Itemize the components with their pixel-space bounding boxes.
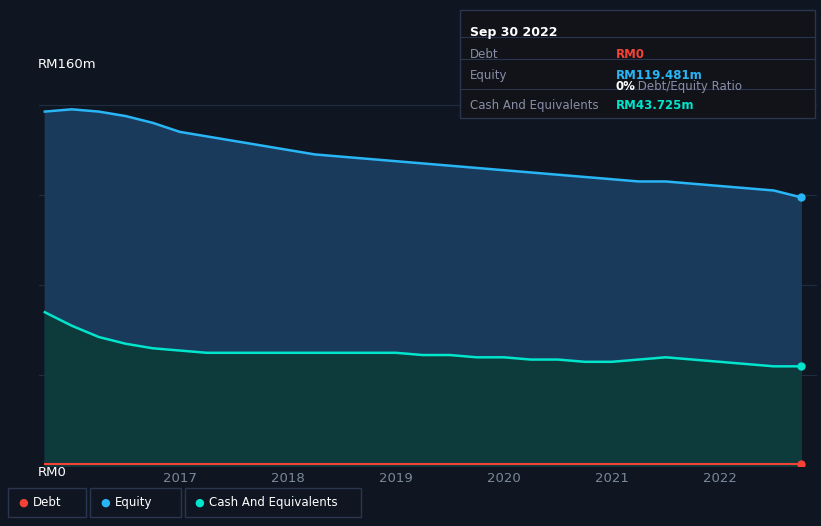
Text: Cash And Equivalents: Cash And Equivalents [209, 496, 338, 509]
Text: RM160m: RM160m [38, 58, 97, 71]
Text: Debt: Debt [33, 496, 62, 509]
Text: 0%: 0% [616, 80, 636, 93]
Text: Equity: Equity [470, 69, 507, 83]
Text: ●: ● [18, 497, 28, 508]
Text: ●: ● [195, 497, 204, 508]
Text: RM43.725m: RM43.725m [616, 99, 695, 113]
Text: Debt: Debt [470, 48, 498, 61]
Text: ●: ● [100, 497, 110, 508]
Text: Cash And Equivalents: Cash And Equivalents [470, 99, 599, 113]
Text: RM119.481m: RM119.481m [616, 69, 703, 83]
Text: Equity: Equity [115, 496, 153, 509]
Text: Sep 30 2022: Sep 30 2022 [470, 26, 557, 39]
Text: RM0: RM0 [616, 48, 645, 61]
Text: RM0: RM0 [38, 466, 67, 479]
Text: Debt/Equity Ratio: Debt/Equity Ratio [634, 80, 742, 93]
